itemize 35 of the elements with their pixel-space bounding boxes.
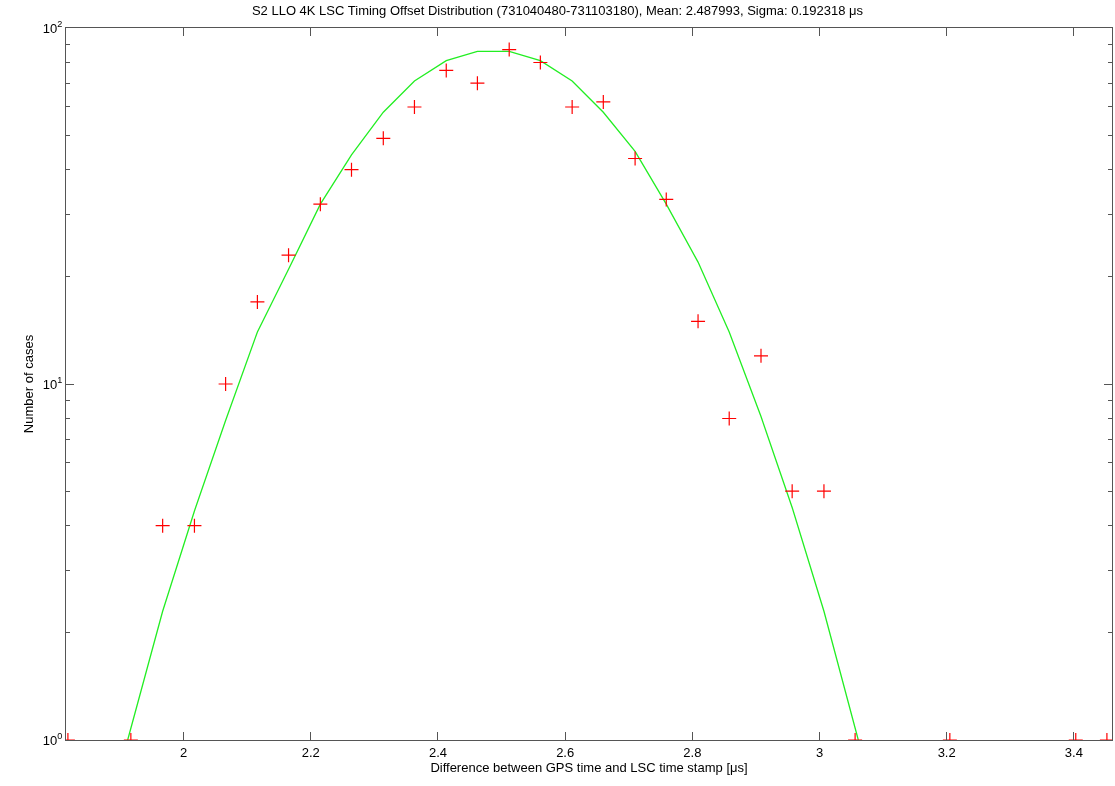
line-series — [127, 50, 859, 740]
point — [406, 99, 423, 115]
point — [532, 54, 548, 71]
point — [312, 196, 328, 212]
point — [816, 483, 832, 499]
point — [721, 410, 737, 427]
point — [469, 75, 486, 91]
y-tick-label: 10$^{0}$ — [42, 731, 63, 748]
point — [627, 150, 643, 167]
point — [343, 162, 360, 178]
x-tick-label: 3.2 — [937, 744, 956, 760]
point — [784, 483, 800, 499]
x-tick-label: 2.8 — [683, 744, 702, 760]
y-axis-title: Number of cases — [20, 334, 36, 434]
point — [753, 348, 769, 364]
point — [690, 313, 706, 329]
point — [218, 376, 234, 392]
x-tick-label: 2.2 — [301, 744, 320, 760]
x-tick-label: 2.6 — [556, 744, 575, 760]
x-tick-label: 2 — [180, 744, 188, 760]
point — [658, 191, 674, 208]
point — [501, 41, 517, 58]
y-tick-label: 10$^{2}$ — [42, 19, 63, 36]
x-tick-label: 3 — [815, 744, 824, 760]
x-tick-label: 3.4 — [1064, 744, 1083, 760]
chart-title: S2 LLO 4K LSC Timing Offset Distribution (731040480-731103180), Mean: 2.487993, Sigma: 0.192318 μs — [251, 3, 864, 19]
x-axis-title: Difference between GPS time and LSC time stamp [μs] — [430, 759, 748, 775]
point — [564, 99, 580, 115]
point — [438, 62, 454, 79]
y-tick-label: 10$^{1}$ — [42, 375, 63, 392]
x-tick-label: 2.4 — [428, 744, 448, 760]
point — [280, 247, 297, 263]
point — [249, 294, 265, 310]
point — [595, 94, 611, 110]
point — [375, 130, 391, 146]
